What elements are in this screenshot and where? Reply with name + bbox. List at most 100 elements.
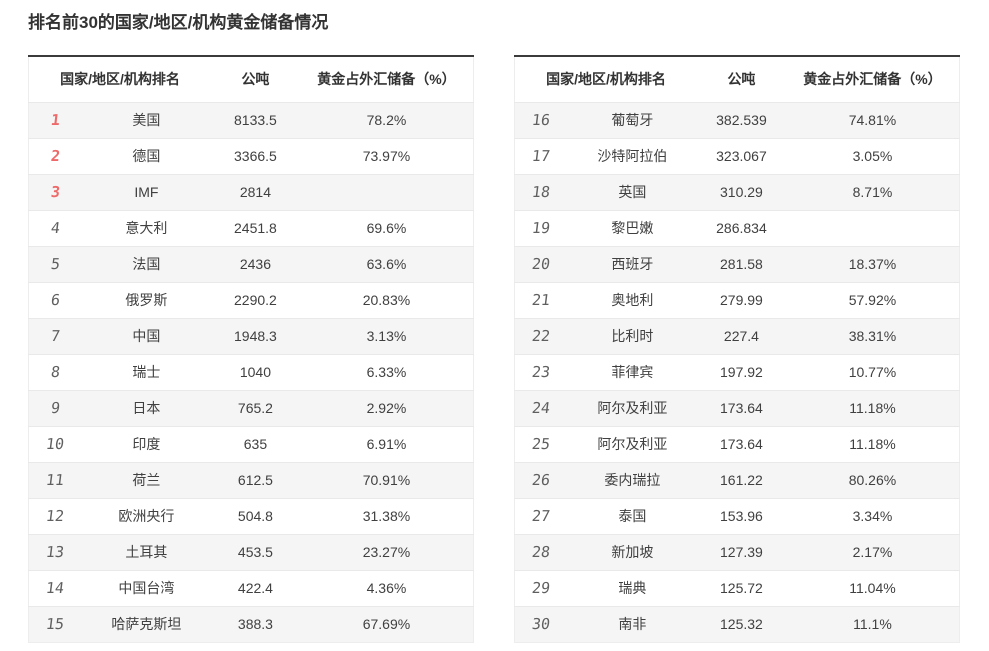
rank-cell: 20 — [514, 246, 568, 283]
country-cell: 葡萄牙 — [567, 102, 697, 139]
gold-fx-share-cell: 4.36% — [299, 570, 474, 607]
header-rank-name: 国家/地区/机构排名 — [28, 56, 211, 103]
tonnes-cell: 286.834 — [696, 210, 786, 247]
tonnes-cell: 173.64 — [696, 426, 786, 463]
tonnes-cell: 1040 — [210, 354, 300, 391]
rank-cell: 14 — [28, 570, 82, 607]
tonnes-cell: 279.99 — [696, 282, 786, 319]
gold-fx-share-cell: 18.37% — [785, 246, 960, 283]
country-cell: 泰国 — [567, 498, 697, 535]
rank-cell: 8 — [28, 354, 82, 391]
tonnes-cell: 422.4 — [210, 570, 300, 607]
gold-reserve-table-right: 国家/地区/机构排名 公吨 黄金占外汇储备（%） 16 葡萄牙 382.539 74.… — [514, 55, 960, 643]
table-body-ranks-16-30: 16 葡萄牙 382.539 74.81% 17 沙特阿拉伯 323.067 3.05% 18 英… — [514, 102, 960, 642]
tonnes-cell: 161.22 — [696, 462, 786, 499]
rank-cell: 10 — [28, 426, 82, 463]
table-body-ranks-1-15: 1 美国 8133.5 78.2% 2 德国 3366.5 73.97% 3 IMF 2814 4 意大… — [28, 102, 474, 642]
table-row: 9 日本 765.2 2.92% — [28, 390, 474, 427]
table-row: 27 泰国 153.96 3.34% — [514, 498, 960, 535]
country-cell: 南非 — [618, 616, 647, 632]
page-title: 排名前30的国家/地区/机构黄金储备情况 — [28, 13, 329, 32]
rank-cell: 29 — [514, 570, 568, 607]
rank-cell: 23 — [514, 354, 568, 391]
tonnes-cell: 3366.5 — [210, 138, 300, 175]
table-row: 19 黎巴嫩 286.834 — [514, 210, 960, 247]
tonnes-cell: 127.39 — [696, 534, 786, 571]
table-row: 28 新加坡 127.39 2.17% — [514, 534, 960, 571]
gold-fx-share-cell: 69.6% — [299, 210, 474, 247]
tonnes-cell: 382.539 — [696, 102, 786, 139]
rank-cell: 7 — [28, 318, 82, 355]
gold-fx-share-cell: 6.33% — [299, 354, 474, 391]
tonnes-cell: 2290.2 — [210, 282, 300, 319]
gold-fx-share-cell: 8.71% — [785, 174, 960, 211]
table-row: 7 中国 1948.3 3.13% — [28, 318, 474, 355]
tonnes-cell: 173.64 — [696, 390, 786, 427]
tonnes-cell: 8133.5 — [210, 102, 300, 139]
gold-fx-share-cell: 38.31% — [785, 318, 960, 355]
rank-cell: 24 — [514, 390, 568, 427]
table-row: 8 瑞士 1040 6.33% — [28, 354, 474, 391]
rank-cell: 1 — [28, 102, 82, 139]
tonnes-cell: 765.2 — [210, 390, 300, 427]
rank-cell: 22 — [514, 318, 568, 355]
gold-fx-share-cell: 80.26% — [785, 462, 960, 499]
rank-cell: 17 — [514, 138, 568, 175]
tonnes-cell: 635 — [210, 426, 300, 463]
country-cell: 俄罗斯 — [81, 282, 211, 319]
table-row: 30 南非 125.32 11.1% — [514, 606, 960, 642]
gold-fx-share-cell: 74.81% — [785, 102, 960, 139]
rank-cell: 26 — [514, 462, 568, 499]
country-cell: 新加坡 — [567, 534, 697, 571]
table-row: 11 荷兰 612.5 70.91% — [28, 462, 474, 499]
rank-cell: 3 — [28, 174, 82, 211]
tonnes-cell: 227.4 — [696, 318, 786, 355]
rank-cell: 9 — [28, 390, 82, 427]
tonnes-cell: 453.5 — [210, 534, 300, 571]
table-header-row: 国家/地区/机构排名 公吨 黄金占外汇储备（%） — [514, 56, 960, 103]
country-cell: 瑞士 — [81, 354, 211, 391]
tonnes-cell: 2436 — [210, 246, 300, 283]
rank-cell: 16 — [514, 102, 568, 139]
rank-cell: 13 — [28, 534, 82, 571]
gold-fx-share-cell: 11.1% — [853, 616, 892, 632]
header-tonnes: 公吨 — [210, 56, 300, 103]
table-row: 29 瑞典 125.72 11.04% — [514, 570, 960, 607]
country-cell: 比利时 — [567, 318, 697, 355]
country-cell: 黎巴嫩 — [567, 210, 697, 247]
tonnes-cell: 197.92 — [696, 354, 786, 391]
rank-cell: 11 — [28, 462, 82, 499]
country-cell: 奥地利 — [567, 282, 697, 319]
tonnes-cell: 125.72 — [696, 570, 786, 607]
table-row: 13 土耳其 453.5 23.27% — [28, 534, 474, 571]
table-row: 14 中国台湾 422.4 4.36% — [28, 570, 474, 607]
gold-fx-share-cell: 57.92% — [785, 282, 960, 319]
table-header-row: 国家/地区/机构排名 公吨 黄金占外汇储备（%） — [28, 56, 474, 103]
table-row: 1 美国 8133.5 78.2% — [28, 102, 474, 139]
tonnes-cell: 1948.3 — [210, 318, 300, 355]
gold-fx-share-cell — [785, 210, 960, 247]
country-cell: 阿尔及利亚 — [567, 390, 697, 427]
country-cell: 日本 — [81, 390, 211, 427]
table-row: 21 奥地利 279.99 57.92% — [514, 282, 960, 319]
country-cell: 意大利 — [81, 210, 211, 247]
gold-fx-share-cell: 6.91% — [299, 426, 474, 463]
country-cell: 菲律宾 — [567, 354, 697, 391]
table-row: 24 阿尔及利亚 173.64 11.18% — [514, 390, 960, 427]
header-gold-fx-share: 黄金占外汇储备（%） — [785, 56, 960, 103]
rank-cell: 12 — [28, 498, 82, 535]
table-row: 4 意大利 2451.8 69.6% — [28, 210, 474, 247]
country-cell: 英国 — [567, 174, 697, 211]
country-cell: 德国 — [81, 138, 211, 175]
table-row: 15 哈萨克斯坦 388.3 67.69% — [28, 606, 474, 642]
tonnes-cell: 281.58 — [696, 246, 786, 283]
gold-fx-share-cell: 11.04% — [785, 570, 960, 607]
header-tonnes: 公吨 — [696, 56, 786, 103]
tonnes-cell: 388.3 — [237, 616, 273, 632]
table-row: 12 欧洲央行 504.8 31.38% — [28, 498, 474, 535]
table-row: 2 德国 3366.5 73.97% — [28, 138, 474, 175]
tonnes-cell: 504.8 — [210, 498, 300, 535]
table-row: 5 法国 2436 63.6% — [28, 246, 474, 283]
rank-cell: 2 — [28, 138, 82, 175]
gold-fx-share-cell: 10.77% — [785, 354, 960, 391]
